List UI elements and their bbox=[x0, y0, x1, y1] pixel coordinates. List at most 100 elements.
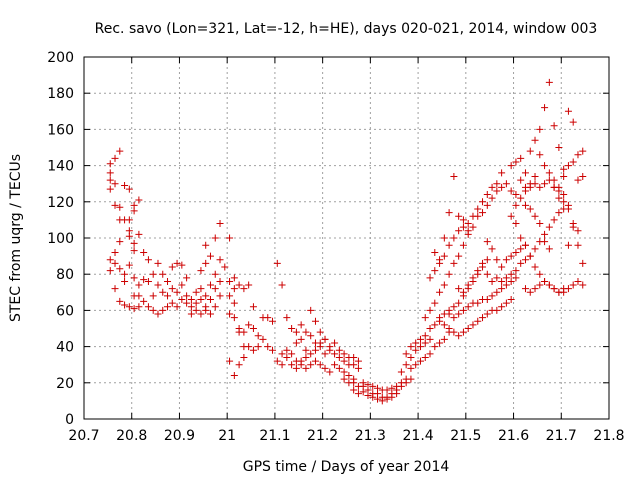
data-point bbox=[374, 395, 382, 403]
data-point bbox=[302, 364, 310, 372]
data-point bbox=[407, 364, 415, 372]
data-point bbox=[273, 357, 281, 365]
data-point bbox=[440, 252, 448, 260]
x-tick-label: 21.7 bbox=[546, 428, 577, 444]
data-point bbox=[235, 361, 243, 369]
data-point bbox=[450, 234, 458, 242]
data-point bbox=[393, 390, 401, 398]
data-point bbox=[135, 303, 143, 311]
data-point bbox=[493, 256, 501, 264]
data-point bbox=[440, 234, 448, 242]
data-point bbox=[526, 147, 534, 155]
data-point bbox=[469, 212, 477, 220]
data-point bbox=[517, 234, 525, 242]
x-tick-label: 21.8 bbox=[593, 428, 624, 444]
data-point bbox=[545, 281, 553, 289]
data-point bbox=[106, 185, 114, 193]
data-point bbox=[311, 317, 319, 325]
data-point bbox=[560, 172, 568, 180]
data-point bbox=[278, 361, 286, 369]
x-tick-label: 21.5 bbox=[450, 428, 481, 444]
data-point bbox=[307, 332, 315, 340]
data-point bbox=[402, 350, 410, 358]
x-tick-label: 21.6 bbox=[498, 428, 529, 444]
data-point bbox=[197, 267, 205, 275]
data-point bbox=[144, 277, 152, 285]
data-point bbox=[469, 223, 477, 231]
data-point bbox=[421, 353, 429, 361]
data-point bbox=[531, 263, 539, 271]
axis-ticks bbox=[83, 56, 610, 420]
data-point bbox=[560, 288, 568, 296]
data-point bbox=[130, 207, 138, 215]
data-point bbox=[455, 285, 463, 293]
data-point bbox=[359, 379, 367, 387]
data-point bbox=[116, 297, 124, 305]
data-point bbox=[483, 310, 491, 318]
data-point bbox=[550, 216, 558, 224]
data-point bbox=[393, 382, 401, 390]
data-point bbox=[168, 263, 176, 271]
y-tick-label: 40 bbox=[56, 340, 74, 356]
data-point bbox=[211, 303, 219, 311]
data-point bbox=[111, 285, 119, 293]
data-point bbox=[550, 285, 558, 293]
data-point bbox=[164, 303, 172, 311]
data-point bbox=[512, 220, 520, 228]
data-point bbox=[307, 306, 315, 314]
data-point bbox=[502, 256, 510, 264]
data-point bbox=[106, 160, 114, 168]
data-point bbox=[206, 310, 214, 318]
data-point bbox=[369, 382, 377, 390]
data-point bbox=[211, 234, 219, 242]
data-point bbox=[426, 350, 434, 358]
data-point bbox=[307, 350, 315, 358]
data-point bbox=[464, 303, 472, 311]
data-point bbox=[354, 390, 362, 398]
data-point bbox=[249, 325, 257, 332]
data-point bbox=[536, 270, 544, 278]
data-point bbox=[402, 375, 410, 383]
data-point bbox=[283, 346, 291, 354]
data-point bbox=[121, 301, 129, 309]
data-point bbox=[226, 310, 234, 318]
data-point bbox=[455, 299, 463, 307]
data-point bbox=[416, 343, 424, 351]
data-point bbox=[254, 343, 262, 351]
data-point bbox=[560, 191, 568, 199]
data-point bbox=[464, 281, 472, 289]
data-point bbox=[426, 325, 434, 332]
data-point bbox=[311, 346, 319, 354]
data-point bbox=[278, 350, 286, 358]
data-point bbox=[431, 299, 439, 307]
data-point bbox=[569, 158, 577, 166]
data-point bbox=[178, 261, 186, 269]
data-point bbox=[192, 288, 200, 296]
data-point bbox=[450, 303, 458, 311]
data-point bbox=[149, 306, 157, 314]
data-point bbox=[536, 151, 544, 159]
data-point bbox=[459, 328, 467, 336]
data-point bbox=[498, 303, 506, 311]
data-point bbox=[560, 198, 568, 206]
data-point bbox=[464, 325, 472, 332]
data-point bbox=[154, 281, 162, 289]
data-point bbox=[106, 267, 114, 275]
data-point bbox=[216, 220, 224, 228]
data-point bbox=[211, 270, 219, 278]
data-point bbox=[555, 209, 563, 217]
data-point bbox=[526, 252, 534, 260]
data-point bbox=[168, 299, 176, 307]
data-point bbox=[574, 241, 582, 249]
data-point bbox=[106, 256, 114, 264]
data-point bbox=[297, 321, 305, 329]
data-point bbox=[307, 361, 315, 369]
data-point bbox=[564, 205, 572, 213]
data-point bbox=[292, 328, 300, 336]
y-tick-label: 180 bbox=[47, 86, 74, 102]
data-point bbox=[521, 241, 529, 249]
data-point bbox=[526, 205, 534, 213]
data-point bbox=[326, 343, 334, 351]
data-point bbox=[564, 162, 572, 170]
data-point bbox=[369, 393, 377, 401]
